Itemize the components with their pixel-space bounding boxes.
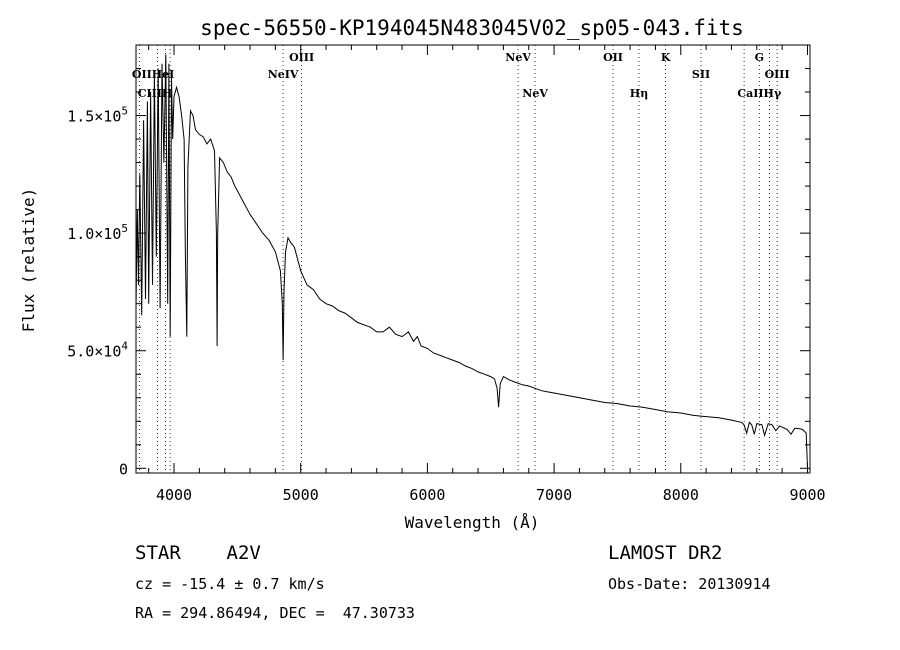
spectral-line-markers: [138, 45, 778, 473]
spectral-line-label: NeIV: [268, 68, 299, 81]
chart-title: spec-56550-KP194045N483045V02_sp05-043.f…: [200, 16, 744, 40]
y-axis: 0 5.0×104 1.0×105 1.5×105: [67, 68, 810, 478]
spectral-line-label: Hη: [630, 87, 648, 100]
plot-frame: [135, 44, 811, 474]
y-tick-label: 1.5×105: [67, 105, 128, 126]
spectral-line-label: NeV: [505, 51, 531, 64]
x-tick-label: 7000: [536, 486, 572, 504]
coordinates: RA = 294.86494, DEC = 47.30733: [135, 604, 415, 622]
spectral-line-label: K: [661, 51, 671, 64]
spectral-line-label: OIII: [765, 68, 790, 81]
spectral-line-label: G: [755, 51, 764, 64]
obs-date: Obs-Date: 20130914: [608, 575, 771, 593]
spectral-line-label: NeV: [522, 87, 548, 100]
y-tick-label: 5.0×104: [67, 340, 128, 361]
x-tick-label: 4000: [156, 486, 192, 504]
x-tick-label: 5000: [283, 486, 319, 504]
x-tick-label: 6000: [409, 486, 445, 504]
y-tick-label: 0: [119, 460, 128, 478]
y-tick-label: 1.0×105: [67, 222, 128, 243]
x-tick-label: 9000: [789, 486, 825, 504]
spectral-line-label: CaIIHγ: [737, 87, 782, 100]
spectral-line-label: SII: [692, 68, 710, 81]
spectral-line-label: OIIHeI: [132, 68, 174, 81]
x-tick-label: 8000: [663, 486, 699, 504]
spectral-line-label: OIII: [289, 51, 314, 64]
survey-name: LAMOST DR2: [608, 542, 723, 564]
redshift-cz: cz = -15.4 ± 0.7 km/s: [135, 575, 325, 593]
spectrum-series-line: [135, 54, 808, 469]
x-axis: 4000 5000 6000 7000 8000 9000: [148, 45, 826, 504]
object-type: STAR A2V: [135, 542, 261, 564]
spectral-line-label: OII: [603, 51, 623, 64]
y-axis-label: Flux (relative): [19, 188, 38, 333]
x-axis-label: Wavelength (Å): [405, 513, 540, 532]
